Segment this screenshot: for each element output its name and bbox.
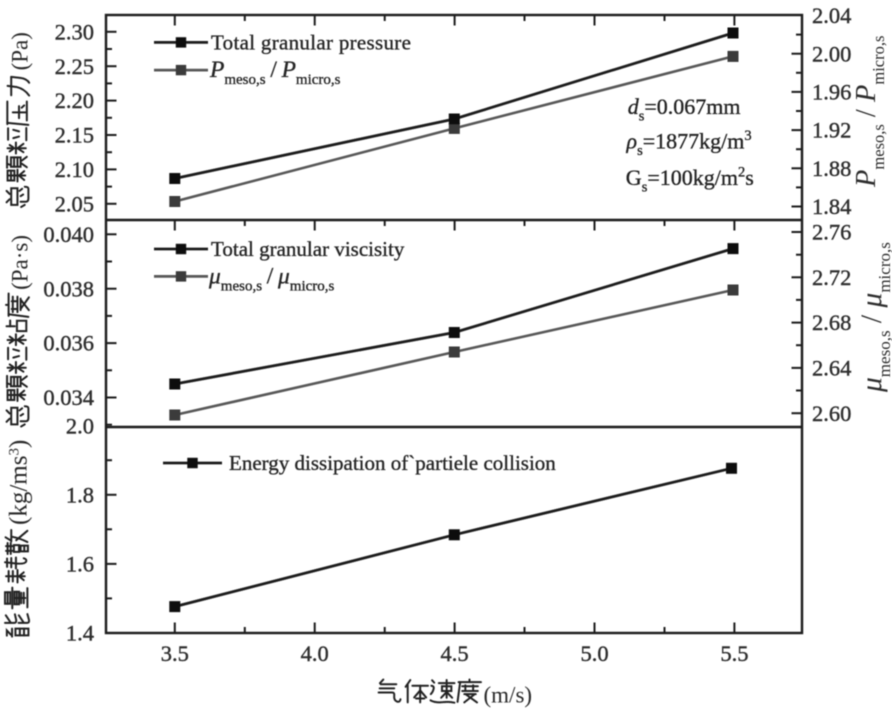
svg-text:μmeso,s / μmicro,s: μmeso,s / μmicro,s <box>856 242 892 393</box>
svg-text:1.96: 1.96 <box>812 80 851 105</box>
svg-text:3.5: 3.5 <box>161 641 189 666</box>
svg-text:4.0: 4.0 <box>301 641 329 666</box>
svg-text:ds=0.067mm: ds=0.067mm <box>628 94 741 125</box>
svg-text:0.036: 0.036 <box>43 331 94 356</box>
svg-text:0.040: 0.040 <box>43 222 94 247</box>
svg-text:ρs=1877kg/m3: ρs=1877kg/m3 <box>626 128 752 159</box>
svg-text:2.25: 2.25 <box>55 54 94 79</box>
svg-text:5.0: 5.0 <box>580 641 608 666</box>
svg-text:1.4: 1.4 <box>66 621 94 646</box>
svg-text:1.84: 1.84 <box>812 194 851 219</box>
svg-text:2.30: 2.30 <box>55 19 94 44</box>
svg-text:Pmeso,s / Pmicro,s: Pmeso,s / Pmicro,s <box>209 57 341 88</box>
svg-text:(m/s): (m/s) <box>484 683 533 708</box>
svg-text:2.60: 2.60 <box>812 401 851 426</box>
svg-text:0.034: 0.034 <box>43 385 94 410</box>
svg-text:Total granular viscisity: Total granular viscisity <box>211 237 405 261</box>
svg-text:1.92: 1.92 <box>812 118 851 143</box>
svg-text:1.6: 1.6 <box>66 552 94 577</box>
svg-text:2.0: 2.0 <box>66 413 94 438</box>
svg-text:2.10: 2.10 <box>55 157 94 182</box>
svg-text:2.15: 2.15 <box>55 123 94 148</box>
svg-text:2.20: 2.20 <box>55 88 94 113</box>
svg-text:Pmeso,s / Pmicro,s: Pmeso,s / Pmicro,s <box>851 36 888 188</box>
svg-text:Total granular pressure: Total granular pressure <box>211 30 411 54</box>
svg-text:(Pa): (Pa) <box>8 32 33 70</box>
svg-text:2.68: 2.68 <box>812 310 851 335</box>
svg-text:2.72: 2.72 <box>812 265 851 290</box>
svg-text:2.00: 2.00 <box>812 41 851 66</box>
svg-text:2.04: 2.04 <box>812 3 851 28</box>
svg-text:(Pa·s): (Pa·s) <box>8 235 33 290</box>
svg-text:4.5: 4.5 <box>441 641 469 666</box>
svg-text:μmeso,s / μmicro,s: μmeso,s / μmicro,s <box>208 263 335 294</box>
svg-text:0.038: 0.038 <box>43 276 94 301</box>
svg-text:2.76: 2.76 <box>812 220 851 245</box>
svg-text:2.05: 2.05 <box>55 191 94 216</box>
svg-text:Energy dissipation of`partiele: Energy dissipation of`partiele collision <box>229 451 556 475</box>
svg-text:2.64: 2.64 <box>812 356 851 381</box>
svg-text:5.5: 5.5 <box>720 641 748 666</box>
svg-text:1.88: 1.88 <box>812 156 851 181</box>
svg-text:1.8: 1.8 <box>66 482 94 507</box>
